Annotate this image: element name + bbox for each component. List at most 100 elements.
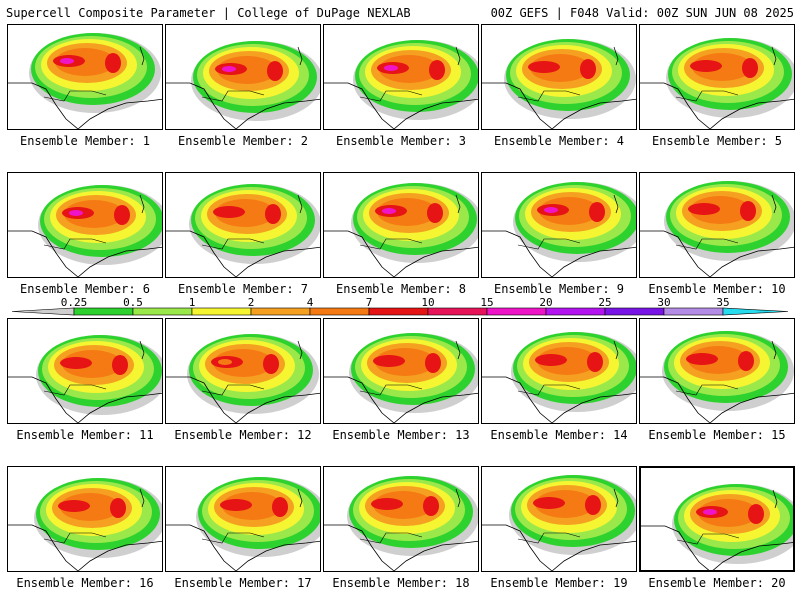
scp-field-peak	[222, 66, 236, 72]
state-boundary-line	[613, 194, 619, 214]
ensemble-member-panel[interactable]	[481, 172, 637, 278]
scp-field-7	[539, 197, 599, 225]
state-boundary-line	[771, 46, 777, 66]
scp-field-peak	[540, 500, 554, 506]
scp-field-peak	[65, 503, 79, 509]
ensemble-member-panel[interactable]	[165, 172, 321, 278]
red-river-line	[675, 90, 739, 102]
scp-field-10	[740, 201, 756, 221]
scp-field-map	[8, 185, 162, 277]
texas-border-line	[482, 376, 553, 423]
scp-field-7	[62, 350, 122, 378]
ensemble-member-caption: Ensemble Member: 14	[490, 428, 628, 442]
red-river-line	[43, 532, 107, 544]
scp-field-peak	[227, 502, 241, 508]
gulf-coastline	[709, 246, 794, 277]
ensemble-member-panel[interactable]	[165, 466, 321, 572]
ensemble-member-panel[interactable]	[639, 24, 795, 130]
scp-field-10	[748, 504, 764, 524]
red-river-line	[517, 532, 581, 544]
scp-field-7	[222, 492, 282, 520]
red-river-line	[43, 238, 107, 250]
state-boundary-line	[139, 488, 145, 508]
gulf-coastline	[709, 392, 794, 423]
gulf-coastline	[709, 98, 794, 129]
scp-field-peak	[220, 209, 234, 215]
ensemble-member-caption: Ensemble Member: 7	[177, 282, 309, 296]
scale-high-arrow	[722, 307, 789, 316]
scp-field-map	[8, 335, 162, 423]
texas-border-line	[8, 376, 79, 423]
scale-color-swatch	[191, 307, 252, 316]
scp-field-7	[698, 499, 758, 527]
state-boundary-line	[455, 194, 461, 214]
gulf-coastline	[235, 98, 320, 129]
scp-field-map	[324, 183, 478, 277]
scp-field-map	[482, 39, 636, 129]
state-boundary-line	[139, 46, 145, 66]
scp-field-peak	[384, 65, 398, 71]
ensemble-member-panel[interactable]	[323, 172, 479, 278]
map-title: Supercell Composite Parameter | College …	[6, 6, 411, 20]
ensemble-member-caption: Ensemble Member: 2	[177, 134, 309, 148]
scp-field-7	[64, 200, 124, 228]
texas-border-line	[166, 230, 237, 277]
ensemble-member-caption: Ensemble Member: 19	[490, 576, 628, 590]
texas-border-line	[8, 524, 79, 571]
scale-color-swatch	[73, 307, 134, 316]
ensemble-member-panel[interactable]	[7, 24, 163, 130]
texas-border-line	[324, 82, 395, 129]
state-boundary-line	[613, 46, 619, 66]
scale-tick-label: 20	[539, 296, 552, 309]
scp-field-map	[482, 332, 636, 423]
ensemble-member-caption: Ensemble Member: 6	[19, 282, 151, 296]
scp-field-map	[324, 40, 478, 129]
gulf-coastline	[551, 392, 636, 423]
state-boundary-line	[771, 340, 777, 360]
gulf-coastline	[77, 98, 162, 129]
texas-border-line	[482, 230, 553, 277]
scp-field-10	[580, 59, 596, 79]
scp-field-7	[217, 56, 277, 84]
gulf-coastline	[551, 98, 636, 129]
ensemble-member-panel[interactable]	[7, 172, 163, 278]
scale-tick-label: 2	[248, 296, 255, 309]
ensemble-member-caption: Ensemble Member: 17	[174, 576, 312, 590]
gulf-coastline	[393, 246, 478, 277]
ensemble-member-panel[interactable]	[165, 318, 321, 424]
scp-field-peak	[693, 356, 707, 362]
ensemble-member-panel[interactable]	[323, 24, 479, 130]
ensemble-member-panel[interactable]	[639, 318, 795, 424]
ensemble-member-panel[interactable]	[7, 318, 163, 424]
red-river-line	[676, 533, 740, 545]
scale-tick-label: 25	[598, 296, 611, 309]
scp-field-peak	[695, 206, 709, 212]
ensemble-member-panel[interactable]	[323, 318, 479, 424]
scp-field-10	[112, 355, 128, 375]
ensemble-member-panel[interactable]	[481, 24, 637, 130]
scp-field-7	[55, 48, 115, 76]
scp-field-7	[530, 54, 590, 82]
texas-border-line	[8, 230, 79, 277]
gulf-coastline	[393, 98, 478, 129]
state-boundary-line	[139, 340, 145, 360]
ensemble-member-panel[interactable]	[7, 466, 163, 572]
ensemble-member-caption: Ensemble Member: 10	[648, 282, 786, 296]
ensemble-member-panel[interactable]	[323, 466, 479, 572]
ensemble-member-caption: Ensemble Member: 9	[493, 282, 625, 296]
scp-field-7	[377, 198, 437, 226]
red-river-line	[359, 90, 423, 102]
red-river-line	[517, 90, 581, 102]
scp-field-peak	[380, 358, 394, 364]
state-boundary-line	[297, 194, 303, 214]
scale-color-swatch	[663, 307, 724, 316]
ensemble-member-panel[interactable]	[481, 466, 637, 572]
scp-field-peak	[378, 501, 392, 507]
ensemble-member-panel[interactable]	[165, 24, 321, 130]
ensemble-member-panel[interactable]	[639, 172, 795, 278]
ensemble-member-caption: Ensemble Member: 4	[493, 134, 625, 148]
scale-low-arrow	[11, 307, 75, 316]
ensemble-member-panel[interactable]	[481, 318, 637, 424]
ensemble-member-panel[interactable]	[639, 466, 795, 572]
texas-border-line	[641, 525, 710, 570]
